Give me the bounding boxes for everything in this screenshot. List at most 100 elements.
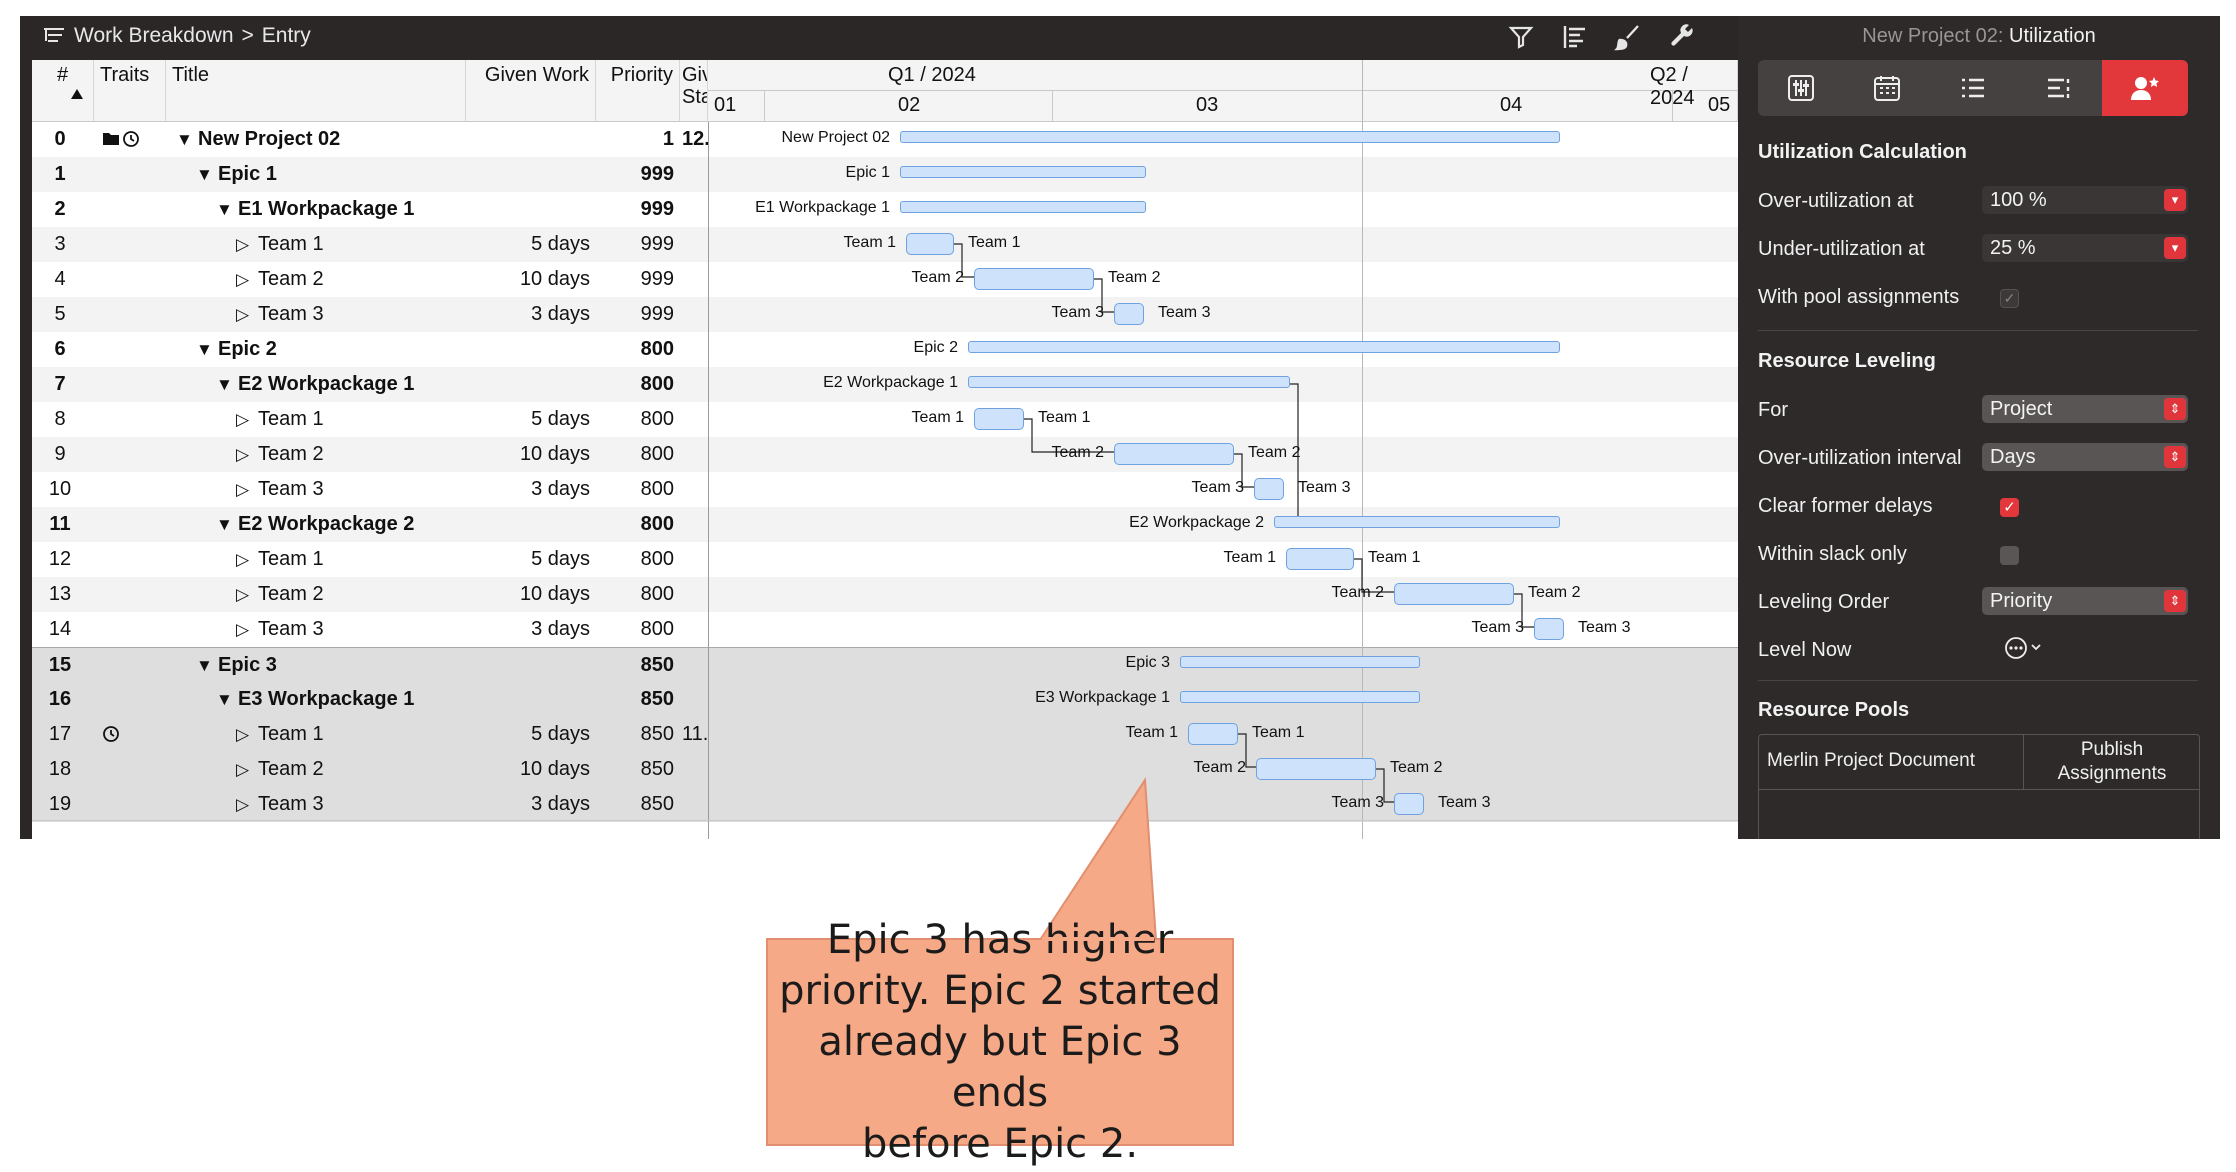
priority-cell[interactable]: 800 — [640, 338, 674, 360]
over-utilization-combo[interactable]: 100 % ▾ — [1982, 186, 2188, 214]
task-title[interactable]: Team 2 — [258, 443, 324, 465]
disclosure-collapsed-icon[interactable]: ▷ — [236, 480, 250, 499]
disclosure-collapsed-icon[interactable]: ▷ — [236, 760, 250, 779]
task-title[interactable]: Epic 3 — [218, 654, 277, 676]
given-work-cell[interactable]: 5 days — [531, 548, 590, 570]
disclosure-expanded-icon[interactable]: ▼ — [176, 130, 193, 149]
table-row[interactable]: 10 ▷ Team 3 3 days 800 — [32, 472, 1738, 507]
priority-cell[interactable]: 850 — [640, 758, 674, 780]
disclosure-collapsed-icon[interactable]: ▷ — [236, 795, 250, 814]
priority-cell[interactable]: 850 — [640, 688, 674, 710]
tab-general[interactable] — [1758, 60, 1844, 116]
task-title[interactable]: Team 1 — [258, 408, 324, 430]
column-header-traits[interactable]: Traits — [94, 60, 166, 122]
breadcrumb[interactable]: Work Breakdown > Entry — [42, 24, 311, 48]
table-row[interactable]: 15 ▼ Epic 3 850 — [32, 647, 1738, 683]
priority-cell[interactable]: 800 — [640, 583, 674, 605]
given-work-cell[interactable]: 3 days — [531, 478, 590, 500]
leveling-for-select[interactable]: Project ⇕ — [1982, 395, 2188, 423]
table-row[interactable]: 19 ▷ Team 3 3 days 850 — [32, 787, 1738, 822]
priority-cell[interactable]: 800 — [640, 408, 674, 430]
disclosure-expanded-icon[interactable]: ▼ — [216, 375, 233, 394]
gantt-timescale[interactable]: Q1 / 2024 Q2 / 2024 01 02 03 04 05 — [708, 60, 1738, 122]
task-title[interactable]: Team 1 — [258, 723, 324, 745]
given-work-cell[interactable]: 10 days — [519, 443, 590, 465]
task-title[interactable]: Team 3 — [258, 303, 324, 325]
disclosure-expanded-icon[interactable]: ▼ — [216, 690, 233, 709]
table-row[interactable]: 4 ▷ Team 2 10 days 999 — [32, 262, 1738, 297]
given-work-cell[interactable]: 10 days — [519, 268, 590, 290]
clear-delays-checkbox[interactable]: ✓ — [2000, 498, 2019, 517]
table-row[interactable]: 3 ▷ Team 1 5 days 999 — [32, 227, 1738, 262]
task-title[interactable]: E2 Workpackage 1 — [238, 373, 415, 395]
interval-select[interactable]: Days ⇕ — [1982, 443, 2188, 471]
under-utilization-combo[interactable]: 25 % ▾ — [1982, 234, 2188, 262]
priority-cell[interactable]: 800 — [640, 373, 674, 395]
priority-cell[interactable]: 1 — [662, 128, 674, 150]
wrench-icon[interactable] — [1668, 22, 1698, 52]
given-start-cell[interactable]: 11. — [682, 723, 708, 745]
chevron-down-icon[interactable]: ▾ — [2164, 189, 2186, 211]
disclosure-expanded-icon[interactable]: ▼ — [216, 515, 233, 534]
task-title[interactable]: Team 3 — [258, 793, 324, 815]
task-title[interactable]: Epic 2 — [218, 338, 277, 360]
bar-layout-icon[interactable] — [1560, 22, 1590, 52]
brush-icon[interactable] — [1614, 22, 1644, 52]
task-title[interactable]: Team 1 — [258, 233, 324, 255]
task-title[interactable]: Team 2 — [258, 758, 324, 780]
task-title[interactable]: E1 Workpackage 1 — [238, 198, 415, 220]
disclosure-collapsed-icon[interactable]: ▷ — [236, 620, 250, 639]
disclosure-collapsed-icon[interactable]: ▷ — [236, 585, 250, 604]
disclosure-expanded-icon[interactable]: ▼ — [196, 340, 213, 359]
priority-cell[interactable]: 999 — [640, 233, 674, 255]
given-work-cell[interactable]: 3 days — [531, 303, 590, 325]
resource-pools-table[interactable]: Merlin Project Document Publish Assignme… — [1758, 734, 2200, 839]
pool-assignments-checkbox[interactable]: ✓ — [2000, 289, 2019, 308]
slack-only-checkbox[interactable] — [2000, 546, 2019, 565]
filter-icon[interactable] — [1506, 22, 1536, 52]
disclosure-collapsed-icon[interactable]: ▷ — [236, 410, 250, 429]
given-work-cell[interactable]: 5 days — [531, 408, 590, 430]
table-row[interactable]: 5 ▷ Team 3 3 days 999 — [32, 297, 1738, 332]
given-work-cell[interactable]: 5 days — [531, 233, 590, 255]
priority-cell[interactable]: 800 — [640, 443, 674, 465]
table-row[interactable]: 12 ▷ Team 1 5 days 800 — [32, 542, 1738, 577]
given-work-cell[interactable]: 5 days — [531, 723, 590, 745]
disclosure-expanded-icon[interactable]: ▼ — [216, 200, 233, 219]
priority-cell[interactable]: 850 — [640, 793, 674, 815]
column-header-priority[interactable]: Priority — [596, 60, 680, 122]
task-title[interactable]: E2 Workpackage 2 — [238, 513, 415, 535]
pools-column-document[interactable]: Merlin Project Document — [1767, 750, 1976, 771]
column-header-given-start[interactable]: Giv Sta — [680, 60, 708, 122]
table-row[interactable]: 2 ▼ E1 Workpackage 1 999 — [32, 192, 1738, 227]
column-header-given-work[interactable]: Given Work — [466, 60, 596, 122]
table-row[interactable]: 8 ▷ Team 1 5 days 800 — [32, 402, 1738, 437]
task-title[interactable]: New Project 02 — [198, 128, 341, 150]
chevron-updown-icon[interactable]: ⇕ — [2164, 398, 2186, 420]
priority-cell[interactable]: 850 — [640, 654, 674, 676]
disclosure-collapsed-icon[interactable]: ▷ — [236, 725, 250, 744]
priority-cell[interactable]: 999 — [640, 163, 674, 185]
given-work-cell[interactable]: 10 days — [519, 758, 590, 780]
tab-list-settings[interactable] — [2016, 60, 2102, 116]
given-start-cell[interactable]: 12. — [682, 128, 708, 150]
task-title[interactable]: Team 2 — [258, 268, 324, 290]
column-header-title[interactable]: Title — [166, 60, 466, 122]
column-header-number[interactable]: # — [32, 60, 94, 122]
tab-calendar[interactable] — [1844, 60, 1930, 116]
breadcrumb-page[interactable]: Entry — [261, 24, 311, 47]
table-row[interactable]: 14 ▷ Team 3 3 days 800 — [32, 612, 1738, 647]
task-title[interactable]: Epic 1 — [218, 163, 277, 185]
given-work-cell[interactable]: 10 days — [519, 583, 590, 605]
table-row[interactable]: 1 ▼ Epic 1 999 — [32, 157, 1738, 192]
priority-cell[interactable]: 999 — [640, 198, 674, 220]
disclosure-collapsed-icon[interactable]: ▷ — [236, 305, 250, 324]
given-work-cell[interactable]: 3 days — [531, 793, 590, 815]
priority-cell[interactable]: 800 — [640, 478, 674, 500]
disclosure-collapsed-icon[interactable]: ▷ — [236, 445, 250, 464]
task-title[interactable]: E3 Workpackage 1 — [238, 688, 415, 710]
priority-cell[interactable]: 850 — [640, 723, 674, 745]
chevron-updown-icon[interactable]: ⇕ — [2164, 446, 2186, 468]
table-row[interactable]: 18 ▷ Team 2 10 days 850 — [32, 752, 1738, 787]
given-work-cell[interactable]: 3 days — [531, 618, 590, 640]
